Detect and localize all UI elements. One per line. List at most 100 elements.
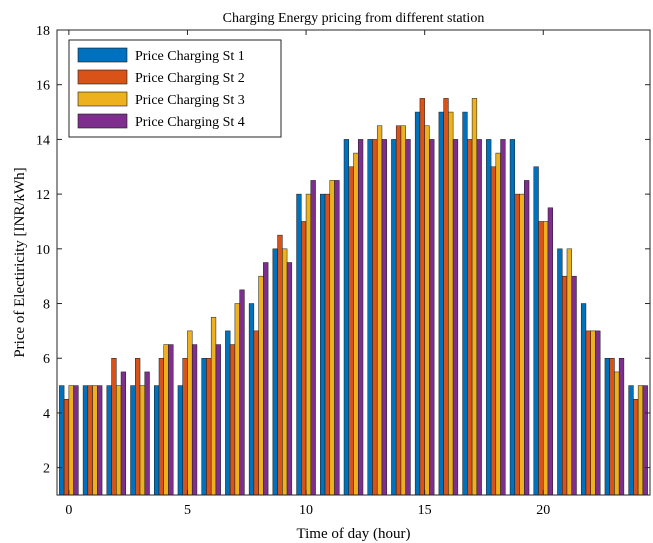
bar-series-2-hour-13 (372, 139, 378, 496)
bar-series-2-hour-16 (443, 98, 449, 496)
bar-series-1-hour-17 (462, 111, 468, 496)
legend-swatch-2 (77, 69, 128, 85)
bar-series-4-hour-12 (357, 139, 364, 496)
bar-series-4-hour-3 (144, 371, 150, 496)
bar-series-4-hour-8 (263, 262, 269, 496)
bar-series-3-hour-16 (448, 111, 454, 496)
bar-series-3-hour-5 (187, 330, 193, 496)
bar-series-2-hour-23 (609, 357, 615, 496)
y-tick-label-12: 12 (36, 188, 50, 203)
bar-series-1-hour-18 (486, 139, 492, 496)
bar-series-2-hour-11 (324, 193, 331, 496)
chart-title: Charging Energy pricing from different s… (223, 11, 485, 26)
bar-series-4-hour-20 (547, 207, 553, 496)
bar-series-2-hour-10 (301, 221, 307, 496)
bar-series-2-hour-5 (182, 357, 188, 496)
bar-series-4-hour-13 (381, 139, 387, 496)
bar-series-3-hour-23 (614, 371, 620, 496)
bar-series-3-hour-10 (305, 193, 312, 496)
y-tick-label-16: 16 (36, 79, 50, 94)
bar-series-3-hour-19 (519, 193, 525, 496)
bar-series-1-hour-19 (509, 139, 516, 496)
bar-series-4-hour-2 (120, 371, 127, 496)
bars-layer (59, 98, 648, 496)
bar-series-3-hour-17 (471, 98, 478, 496)
bar-series-2-hour-9 (277, 234, 283, 496)
legend-label-2: Price Charging St 2 (135, 71, 245, 86)
bar-series-2-hour-19 (514, 193, 520, 496)
bar-series-3-hour-0 (68, 385, 74, 496)
bar-series-4-hour-0 (73, 385, 79, 496)
bar-series-3-hour-18 (495, 152, 501, 496)
bar-series-1-hour-2 (106, 385, 112, 496)
legend-swatch-3 (77, 91, 128, 107)
bar-series-4-hour-17 (476, 139, 482, 496)
y-axis-label: Price of Electiricity [INR/kWh] (12, 167, 28, 357)
bar-series-3-hour-3 (139, 385, 146, 496)
bar-series-4-hour-14 (405, 139, 411, 496)
bar-series-2-hour-14 (395, 125, 402, 496)
bar-series-4-hour-21 (571, 275, 577, 496)
y-tick-label-2: 2 (43, 462, 50, 477)
bar-series-3-hour-4 (163, 344, 169, 496)
bar-series-1-hour-15 (414, 111, 421, 496)
y-tick-label-4: 4 (43, 407, 50, 422)
bar-series-1-hour-10 (296, 193, 302, 496)
bar-series-3-hour-20 (543, 221, 549, 496)
bar-series-3-hour-11 (329, 180, 335, 496)
bar-series-2-hour-6 (206, 357, 212, 496)
bar-series-2-hour-21 (561, 275, 568, 496)
y-tick-label-18: 18 (36, 24, 50, 39)
bar-series-1-hour-11 (320, 193, 326, 496)
y-tick-label-14: 14 (36, 133, 50, 148)
bar-series-4-hour-18 (500, 139, 506, 496)
bar-series-4-hour-10 (310, 180, 316, 496)
bar-series-3-hour-24 (637, 385, 644, 496)
bar-series-3-hour-8 (258, 275, 264, 496)
bar-series-4-hour-15 (429, 139, 435, 496)
bar-series-4-hour-7 (239, 289, 245, 496)
legend-label-4: Price Charging St 4 (135, 115, 245, 130)
bar-series-3-hour-13 (376, 125, 383, 496)
bar-series-4-hour-16 (452, 139, 459, 496)
bar-series-2-hour-3 (135, 357, 141, 496)
bar-series-4-hour-9 (286, 262, 293, 496)
bar-series-1-hour-23 (604, 357, 610, 496)
bar-series-2-hour-2 (111, 357, 117, 496)
bar-series-2-hour-22 (585, 330, 591, 496)
bar-series-4-hour-11 (334, 180, 340, 496)
y-tick-label-8: 8 (43, 298, 50, 313)
bar-series-2-hour-20 (538, 221, 544, 496)
bar-series-2-hour-8 (253, 330, 259, 496)
bar-series-1-hour-9 (272, 248, 278, 496)
bar-series-1-hour-12 (343, 139, 350, 496)
x-tick-label-15: 15 (418, 503, 432, 518)
legend-swatch-4 (77, 113, 128, 129)
bar-series-3-hour-1 (92, 385, 98, 496)
bar-series-3-hour-21 (566, 248, 572, 496)
bar-series-1-hour-0 (59, 385, 65, 496)
bar-series-1-hour-8 (248, 303, 255, 496)
bar-series-4-hour-1 (97, 385, 103, 496)
bar-series-1-hour-22 (580, 303, 587, 496)
bar-series-1-hour-1 (82, 385, 89, 496)
x-tick-label-5: 5 (184, 503, 191, 518)
legend-label-1: Price Charging St 1 (135, 49, 245, 64)
bar-series-4-hour-22 (595, 330, 601, 496)
bar-series-2-hour-15 (419, 98, 425, 496)
bar-series-1-hour-20 (533, 166, 539, 496)
bar-series-3-hour-6 (210, 316, 217, 496)
bar-series-2-hour-4 (158, 357, 164, 496)
bar-series-4-hour-6 (215, 344, 221, 496)
bar-series-2-hour-17 (467, 139, 473, 496)
x-tick-label-20: 20 (536, 503, 550, 518)
bar-series-1-hour-5 (177, 385, 183, 496)
bar-series-4-hour-5 (191, 344, 198, 496)
bar-series-3-hour-15 (424, 125, 430, 496)
bar-series-4-hour-24 (642, 385, 648, 496)
bar-series-2-hour-1 (87, 385, 93, 496)
bar-series-4-hour-4 (168, 344, 174, 496)
plot-frame (56, 29, 651, 496)
legend: Price Charging St 1 Price Charging St 2 Pr… (68, 39, 282, 138)
bar-series-1-hour-7 (225, 330, 231, 496)
